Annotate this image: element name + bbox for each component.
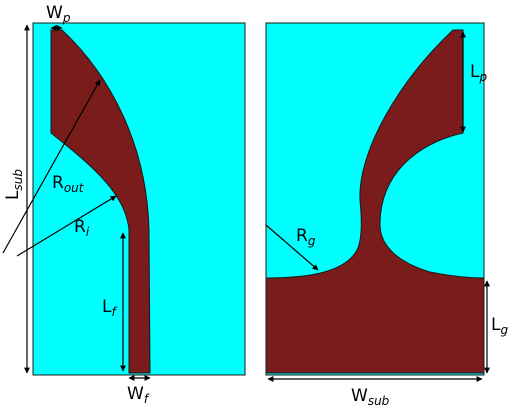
label-lf: Lf: [102, 297, 117, 319]
ri-pointer: [16, 195, 117, 257]
radiating-patch-and-feed: [50, 29, 151, 374]
label-wp: Wp: [46, 3, 71, 25]
label-rg: Rg: [296, 226, 316, 248]
label-wf: Wf: [127, 384, 150, 406]
rout-pointer: [2, 79, 101, 254]
label-wsub: Wsub: [351, 386, 390, 408]
label-lp: Lp: [470, 62, 487, 84]
dimension-lines: [2, 24, 490, 382]
label-ri: Ri: [74, 217, 90, 239]
rg-pointer: [265, 224, 319, 271]
label-lsub: Lsub: [3, 169, 25, 200]
label-rout: Rout: [52, 173, 85, 195]
label-lg: Lg: [491, 315, 508, 337]
ground-plane: [265, 29, 485, 374]
